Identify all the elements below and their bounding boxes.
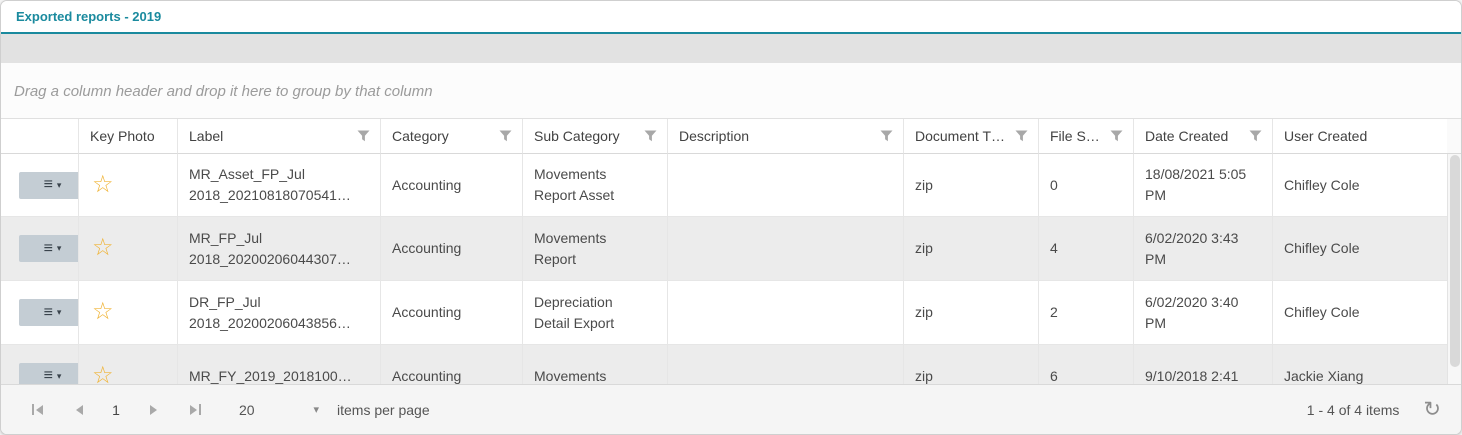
row-actions-button[interactable]: ≡ ▾ (19, 299, 78, 326)
header-row: Key Photo Label Category Sub Category De… (1, 119, 1449, 154)
items-per-page-label: items per page (337, 401, 430, 418)
filter-icon[interactable] (499, 130, 512, 142)
group-drop-zone: Drag a column header and drop it here to… (1, 63, 1461, 118)
cell-file-size: 4 (1039, 217, 1134, 281)
favorite-star-icon[interactable]: ☆ (92, 170, 114, 198)
cell-document-type: zip (904, 281, 1039, 345)
refresh-icon[interactable]: ↻ (1423, 398, 1441, 421)
next-page-button[interactable] (141, 398, 165, 422)
panel-title-bar: Exported reports - 2019 (1, 1, 1461, 34)
caret-down-icon: ▾ (313, 404, 319, 416)
cell-file-size: 0 (1039, 154, 1134, 217)
cell-description (668, 217, 904, 281)
pager-bar: 1 20 ▾ items per page 1 - 4 of 4 items ↻ (1, 384, 1461, 434)
cell-document-type: zip (904, 217, 1039, 281)
column-header-label[interactable]: Label (178, 119, 381, 154)
column-header-actions (1, 119, 79, 154)
cell-category: Accounting (381, 154, 523, 217)
menu-icon: ≡ (43, 239, 53, 257)
filter-icon[interactable] (1249, 130, 1262, 142)
cell-document-type: zip (904, 154, 1039, 217)
cell-date-created: 6/02/2020 3:43 PM (1134, 217, 1273, 281)
cell-description (668, 154, 904, 217)
cell-user-created: Jackie Xiang (1273, 345, 1449, 384)
cell-user-created: Chifley Cole (1273, 217, 1449, 281)
table-row[interactable]: ≡ ▾ ☆ MR_FP_Jul 2018_20200206044307… Acco… (1, 217, 1449, 281)
data-grid: Key Photo Label Category Sub Category De… (1, 118, 1461, 384)
cell-category: Accounting (381, 345, 523, 384)
toolbar (1, 34, 1461, 63)
menu-icon: ≡ (43, 176, 53, 193)
group-hint-text: Drag a column header and drop it here to… (14, 83, 433, 100)
row-actions-button[interactable]: ≡ ▾ (19, 362, 78, 384)
filter-icon[interactable] (357, 130, 370, 142)
reports-table: Key Photo Label Category Sub Category De… (1, 119, 1449, 384)
previous-page-button[interactable] (67, 398, 91, 422)
cell-file-size: 6 (1039, 345, 1134, 384)
vertical-scrollbar (1447, 154, 1461, 384)
current-page-number[interactable]: 1 (112, 401, 120, 418)
cell-file-size: 2 (1039, 281, 1134, 345)
cell-label: MR_FY_2019_2018100… (178, 345, 381, 384)
cell-label: MR_Asset_FP_Jul 2018_20210818070541… (178, 154, 381, 217)
table-row[interactable]: ≡ ▾ ☆ MR_Asset_FP_Jul 2018_20210818070541… (1, 154, 1449, 217)
cell-user-created: Chifley Cole (1273, 281, 1449, 345)
cell-description (668, 345, 904, 384)
caret-down-icon: ▾ (56, 307, 62, 317)
cell-category: Accounting (381, 217, 523, 281)
cell-date-created: 18/08/2021 5:05 PM (1134, 154, 1273, 217)
cell-document-type: zip (904, 345, 1039, 384)
row-actions-button[interactable]: ≡ ▾ (19, 171, 78, 199)
column-header-user-created[interactable]: User Created (1273, 119, 1449, 154)
cell-sub-category: Movements Report Asset (523, 154, 668, 217)
caret-down-icon: ▾ (56, 243, 62, 253)
filter-icon[interactable] (644, 130, 657, 142)
cell-date-created: 6/02/2020 3:40 PM (1134, 281, 1273, 345)
cell-sub-category: Movements (523, 345, 668, 384)
column-header-file-size[interactable]: File S… (1039, 119, 1134, 154)
last-page-button[interactable] (183, 398, 207, 422)
caret-down-icon: ▾ (56, 370, 62, 381)
row-actions-button[interactable]: ≡ ▾ (19, 235, 78, 262)
caret-down-icon: ▾ (56, 179, 62, 190)
filter-icon[interactable] (880, 130, 893, 142)
cell-label: DR_FP_Jul 2018_20200206043856… (178, 281, 381, 345)
column-header-key-photo[interactable]: Key Photo (79, 119, 178, 154)
favorite-star-icon[interactable]: ☆ (92, 361, 114, 384)
cell-category: Accounting (381, 281, 523, 345)
favorite-star-icon[interactable]: ☆ (92, 234, 114, 261)
cell-label: MR_FP_Jul 2018_20200206044307… (178, 217, 381, 281)
items-range-label: 1 - 4 of 4 items (1306, 401, 1400, 418)
cell-user-created: Chifley Cole (1273, 154, 1449, 217)
pager-info: 1 - 4 of 4 items ↻ (1307, 399, 1441, 420)
panel-title-tab[interactable]: Exported reports - 2019 (16, 9, 162, 24)
first-page-button[interactable] (25, 398, 49, 422)
pager-nav: 1 (25, 398, 207, 422)
filter-icon[interactable] (1110, 130, 1123, 142)
page-size-value: 20 (239, 401, 255, 418)
column-header-date-created[interactable]: Date Created (1134, 119, 1273, 154)
menu-icon: ≡ (43, 367, 53, 384)
column-header-description[interactable]: Description (668, 119, 904, 154)
cell-sub-category: Depreciation Detail Export (523, 281, 668, 345)
page-size-dropdown[interactable]: 20 ▾ (239, 402, 319, 418)
cell-description (668, 281, 904, 345)
scrollbar-thumb[interactable] (1450, 155, 1460, 367)
column-header-category[interactable]: Category (381, 119, 523, 154)
menu-icon: ≡ (43, 303, 53, 321)
table-row[interactable]: ≡ ▾ ☆ MR_FY_2019_2018100… Accounting Move… (1, 345, 1449, 384)
column-header-document-type[interactable]: Document T… (904, 119, 1039, 154)
table-row[interactable]: ≡ ▾ ☆ DR_FP_Jul 2018_20200206043856… Acco… (1, 281, 1449, 345)
column-header-sub-category[interactable]: Sub Category (523, 119, 668, 154)
favorite-star-icon[interactable]: ☆ (92, 298, 114, 325)
filter-icon[interactable] (1015, 130, 1028, 142)
cell-sub-category: Movements Report (523, 217, 668, 281)
scrollbar-corner (1447, 119, 1461, 154)
cell-date-created: 9/10/2018 2:41 (1134, 345, 1273, 384)
